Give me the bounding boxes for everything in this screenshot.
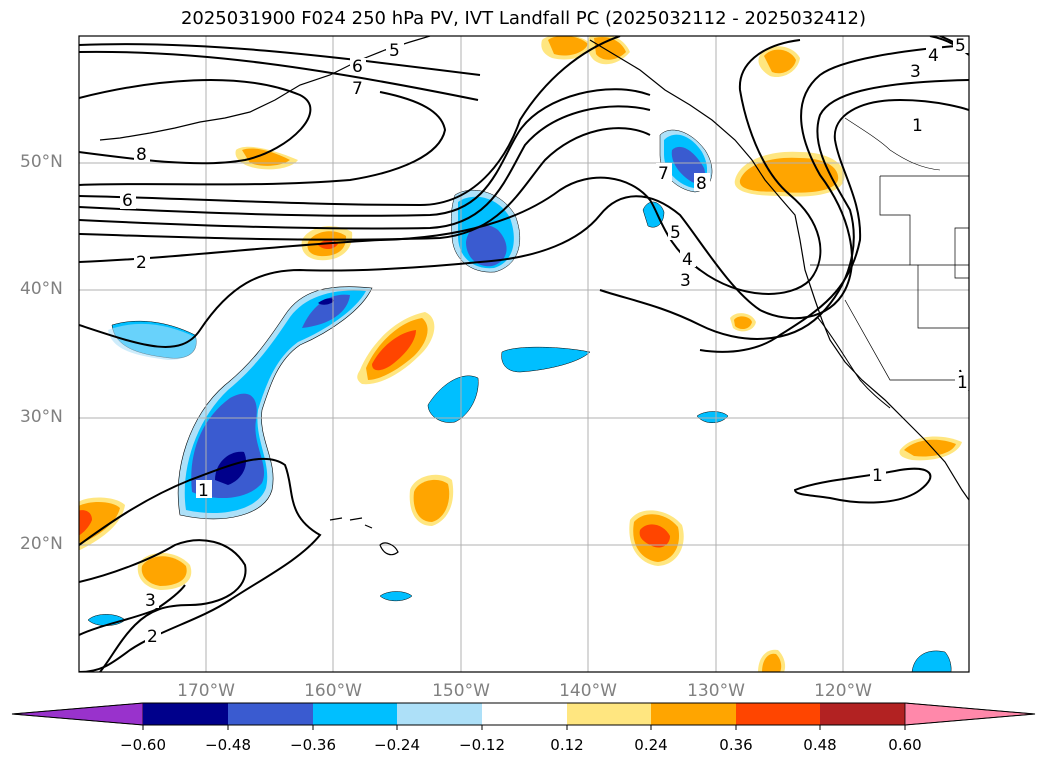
colorbar-low-extension — [11, 702, 144, 726]
contour-label: 3 — [145, 591, 156, 611]
colorbar-tick-label: −0.36 — [290, 736, 336, 754]
contour-label: 1 — [198, 481, 209, 501]
lon-label-160w: 160°W — [304, 681, 362, 701]
contour-label: 7 — [658, 164, 669, 184]
lat-label-30n: 30°N — [20, 407, 63, 427]
colorbar-tick-label: −0.24 — [374, 736, 420, 754]
figure-title: 2025031900 F024 250 hPa PV, IVT Landfall… — [180, 8, 867, 29]
colorbar-tick-label: −0.12 — [459, 736, 505, 754]
map-frame — [78, 35, 970, 673]
colorbar-tick-label: −0.60 — [120, 736, 166, 754]
lat-label-20n: 20°N — [20, 534, 63, 554]
contour-label: 6 — [352, 57, 363, 77]
contour-label: 1 — [957, 373, 968, 393]
colorbar-segment — [482, 703, 567, 725]
contour-label: 6 — [122, 191, 133, 211]
colorbar-tick-label: 0.12 — [550, 736, 584, 754]
contour-label: 7 — [352, 79, 363, 99]
contour-label: 3 — [910, 62, 921, 82]
colorbar-segment — [567, 703, 651, 725]
contour-label: 8 — [136, 145, 147, 165]
colorbar-segment — [313, 703, 397, 725]
contour-label: 5 — [955, 36, 966, 56]
coastlines — [99, 36, 969, 556]
colorbar-tick-label: 0.48 — [803, 736, 837, 754]
contour-label: 1 — [912, 116, 923, 136]
contour-label: 5 — [389, 41, 400, 61]
lon-label-140w: 140°W — [559, 681, 617, 701]
contour-label: 4 — [682, 250, 693, 270]
pv-contours — [79, 36, 969, 672]
contour-label: 2 — [136, 253, 147, 273]
map-content: 5 6 7 8 6 2 5 4 3 1 8 7 5 4 — [79, 36, 969, 672]
colorbar — [11, 702, 1036, 730]
negative-core-darkblue-2 — [318, 298, 334, 305]
colorbar-segment — [228, 703, 313, 725]
contour-label: 8 — [696, 174, 707, 194]
lon-label-130w: 130°W — [687, 681, 745, 701]
colorbar-tick-label: 0.36 — [719, 736, 753, 754]
anomaly-fills — [79, 36, 962, 672]
colorbar-segment — [820, 703, 905, 725]
contour-label: 1 — [872, 466, 883, 486]
colorbar-tick-label: 0.60 — [888, 736, 922, 754]
contour-labels: 5 6 7 8 6 2 5 4 3 1 8 7 5 4 — [120, 36, 969, 647]
contour-label: 5 — [670, 223, 681, 243]
contour-label: 4 — [928, 46, 939, 66]
colorbar-tick-label: −0.48 — [205, 736, 251, 754]
colorbar-segment — [651, 703, 736, 725]
colorbar-segment — [397, 703, 482, 725]
contour-label: 2 — [147, 627, 158, 647]
lat-label-40n: 40°N — [20, 279, 63, 299]
lat-label-50n: 50°N — [20, 152, 63, 172]
lon-label-150w: 150°W — [432, 681, 490, 701]
colorbar-segment — [143, 703, 228, 725]
colorbar-segment — [736, 703, 820, 725]
lon-label-120w: 120°W — [814, 681, 872, 701]
lon-label-170w: 170°W — [177, 681, 235, 701]
gridlines — [79, 36, 969, 672]
colorbar-tick-label: 0.24 — [634, 736, 668, 754]
contour-label: 3 — [680, 271, 691, 291]
colorbar-high-extension — [904, 702, 1036, 726]
negative-band-midblue-north — [302, 294, 350, 328]
negative-core-darkblue — [215, 451, 247, 485]
